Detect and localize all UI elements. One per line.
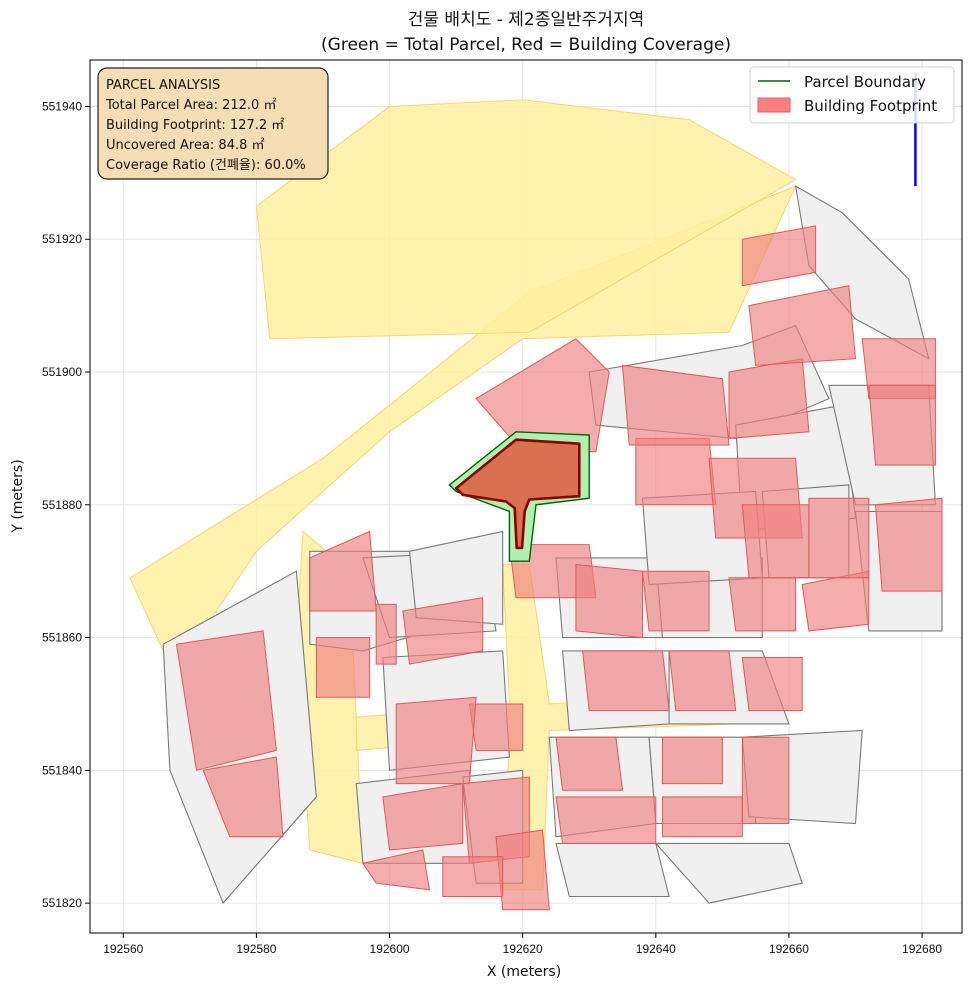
target-layer [448,431,590,562]
context-building [741,225,817,287]
context-building [728,358,810,439]
context-building [808,497,870,579]
y-tick-label: 551920 [42,232,82,246]
context-parcel [555,842,670,898]
context-building [555,796,657,844]
context-building [555,736,624,791]
context-building [362,849,431,891]
info-box-background [97,67,329,180]
info-box: PARCEL ANALYSIS Total Parcel Area: 212.0… [97,67,329,180]
x-axis-ticks: 192560 192580 192600 192620 192640 192660 1926… [103,933,942,956]
map-layers [129,73,943,911]
context-building [582,650,670,712]
x-tick-label: 192580 [236,942,276,956]
chart-title-line-1: 건물 배치도 - 제2종일반주거지역 [408,10,644,30]
building-layer [175,225,943,911]
road-polygon [255,99,797,340]
context-building [741,736,790,824]
context-building [741,504,810,579]
y-tick-label: 551900 [42,365,82,379]
context-building [748,285,857,366]
x-tick-label: 192640 [636,942,676,956]
info-line-total-area: Total Parcel Area: 212.0 ㎡ [105,98,276,113]
context-building [175,630,277,771]
context-building [468,703,524,751]
context-building [382,783,464,851]
x-tick-label: 192600 [370,942,410,956]
context-building [575,563,643,639]
context-building [662,796,743,838]
target-building [454,438,581,550]
y-tick-label: 551820 [42,896,82,910]
context-building [202,756,284,838]
legend: Parcel Boundary Building Footprint [749,66,955,124]
info-line-coverage: Coverage Ratio (건폐율): 60.0% [106,158,306,173]
x-axis-label: X (meters) [487,964,561,980]
y-axis-ticks: 551820 551840 551860 551880 551900 551920 5519… [42,99,90,910]
context-building [728,577,797,632]
legend-frame [749,66,955,124]
y-axis-label: Y (meters) [10,459,26,533]
context-building [635,437,717,506]
context-building [495,829,550,911]
plot-area: 192560 192580 192600 192620 192640 192660 1926… [42,59,963,956]
context-building [442,856,504,897]
y-tick-label: 551840 [42,763,82,777]
y-tick-label: 551860 [42,631,82,645]
context-building [668,650,737,712]
y-tick-label: 551940 [42,99,82,113]
legend-label-parcel: Parcel Boundary [804,73,926,91]
info-line-uncovered: Uncovered Area: 84.8 ㎡ [106,138,265,153]
chart-title-line-2: (Green = Total Parcel, Red = Building Co… [321,35,731,55]
context-building [741,657,803,712]
context-building [395,696,477,785]
context-building [375,603,397,665]
info-line-footprint: Building Footprint: 127.2 ㎡ [106,118,284,133]
x-tick-label: 192620 [503,942,543,956]
context-building [402,597,484,665]
x-tick-label: 192680 [902,942,942,956]
x-tick-label: 192660 [769,942,809,956]
plot-frame [89,59,963,934]
context-building [621,364,730,446]
context-building [662,736,723,785]
context-building [315,637,371,698]
legend-swatch-building [757,97,791,113]
info-line-title: PARCEL ANALYSIS [106,78,220,93]
context-building [868,384,936,466]
legend-label-building: Building Footprint [804,97,937,115]
context-building [874,497,943,592]
y-tick-label: 551880 [42,498,82,512]
context-parcel [654,842,803,904]
x-tick-label: 192560 [103,942,143,956]
context-building [641,570,710,632]
